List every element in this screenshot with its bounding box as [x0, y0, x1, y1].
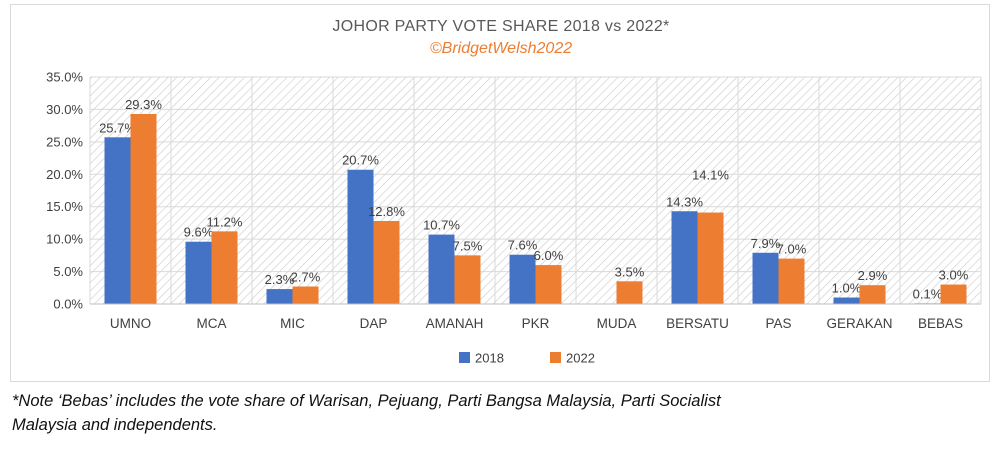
bar-2022	[454, 255, 481, 304]
category-label: DAP	[360, 316, 388, 331]
footnote-line-1: *Note ‘Bebas’ includes the vote share of…	[12, 392, 721, 410]
category-label: BERSATU	[666, 316, 729, 331]
bar-2022	[616, 281, 643, 304]
y-tick-label: 20.0%	[46, 167, 83, 182]
data-label: 2.7%	[291, 269, 321, 284]
legend-swatch-2022	[550, 352, 561, 363]
data-label: 9.6%	[184, 225, 214, 240]
chart-frame: JOHOR PARTY VOTE SHARE 2018 vs 2022* ©Br…	[10, 4, 990, 382]
data-label: 20.7%	[342, 153, 379, 168]
data-label: 14.1%	[692, 168, 729, 183]
data-label: 10.7%	[423, 218, 460, 233]
bar-2022	[778, 258, 805, 304]
data-label: 0.1%	[913, 286, 943, 301]
bar-2018	[509, 254, 536, 304]
data-label: 7.9%	[751, 236, 781, 251]
data-label: 25.7%	[99, 120, 136, 135]
bar-2018	[347, 169, 374, 304]
bar-2018	[752, 252, 779, 304]
footnote-line-2: Malaysia and independents.	[12, 416, 218, 434]
bar-chart: JOHOR PARTY VOTE SHARE 2018 vs 2022* ©Br…	[46, 18, 982, 366]
y-tick-label: 35.0%	[46, 70, 83, 85]
legend-swatch-2018	[459, 352, 470, 363]
y-tick-label: 30.0%	[46, 102, 83, 117]
category-label: MUDA	[597, 316, 637, 331]
data-label: 3.5%	[615, 264, 645, 279]
y-tick-label: 10.0%	[46, 232, 83, 247]
y-tick-label: 0.0%	[53, 297, 83, 312]
category-label: UMNO	[110, 316, 151, 331]
bar-2018	[428, 234, 455, 304]
data-label: 14.3%	[666, 194, 703, 209]
category-label: MIC	[280, 316, 305, 331]
data-label: 29.3%	[125, 97, 162, 112]
footnote: *Note ‘Bebas’ includes the vote share of…	[12, 389, 912, 437]
bar-2018	[104, 137, 131, 304]
bar-2022	[940, 284, 967, 304]
category-label: AMANAH	[426, 316, 484, 331]
data-label: 7.0%	[777, 242, 807, 257]
bar-2018	[671, 211, 698, 304]
data-label: 11.2%	[207, 214, 243, 229]
data-label: 2.9%	[858, 268, 888, 283]
data-label: 6.0%	[534, 248, 564, 263]
bar-2022	[130, 113, 157, 305]
legend: 2018 2022	[459, 351, 595, 366]
chart-title: JOHOR PARTY VOTE SHARE 2018 vs 2022*	[332, 18, 669, 35]
bar-2022	[211, 231, 238, 304]
data-label: 1.0%	[832, 281, 862, 296]
category-label: GERAKAN	[826, 316, 892, 331]
bar-2018	[266, 289, 293, 304]
chart-subtitle: ©BridgetWelsh2022	[430, 40, 572, 57]
data-label: 7.5%	[453, 238, 483, 253]
category-label: PKR	[522, 316, 550, 331]
data-label: 3.0%	[939, 268, 969, 283]
data-label: 2.3%	[265, 272, 295, 287]
category-label: BEBAS	[918, 316, 963, 331]
data-label: 7.6%	[508, 238, 538, 253]
category-label: PAS	[765, 316, 791, 331]
data-label: 12.8%	[368, 204, 405, 219]
bar-2022	[859, 285, 886, 304]
bar-2022	[535, 265, 562, 304]
y-tick-label: 25.0%	[46, 134, 83, 149]
legend-label-2018: 2018	[475, 351, 504, 366]
bar-2018	[833, 297, 860, 304]
bar-2018	[185, 241, 212, 304]
y-tick-label: 5.0%	[53, 264, 83, 279]
bar-2022	[292, 286, 319, 304]
category-label: MCA	[197, 316, 227, 331]
bar-2022	[373, 220, 400, 304]
legend-label-2022: 2022	[566, 351, 595, 366]
y-tick-label: 15.0%	[46, 199, 83, 214]
bar-2022	[697, 212, 724, 304]
